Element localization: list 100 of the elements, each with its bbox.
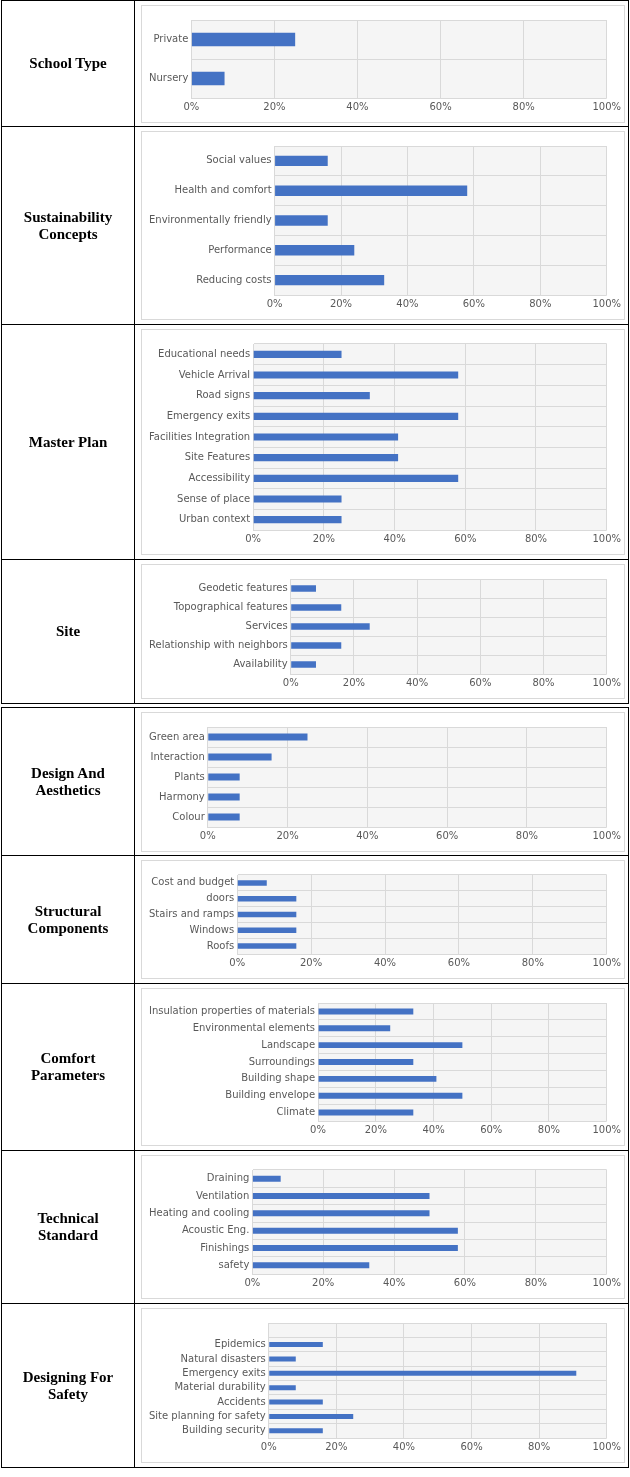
y-tick-label: Heating and cooling (148, 1206, 250, 1218)
x-tick-label: 80% (527, 1440, 551, 1452)
y-tick-label: Ventilation (196, 1189, 250, 1201)
x-tick-label: 0% (229, 956, 246, 968)
x-tick-label: 60% (454, 532, 477, 544)
y-tick-label: Emergency exits (182, 1366, 266, 1378)
x-tick-label: 80% (524, 532, 548, 544)
bar (318, 1008, 414, 1015)
y-tick-label: Road signs (195, 389, 251, 401)
text: School Type (2, 1, 135, 126)
bar (291, 661, 316, 668)
y-tick-label: Site planning for safety (148, 1410, 266, 1422)
y-tick-label: Plants (174, 770, 205, 782)
y-tick-label: Roofs (206, 939, 235, 951)
x-tick-label: 0% (199, 829, 216, 841)
bar (252, 1244, 458, 1252)
bar (291, 642, 342, 649)
x-tick-label: 80% (537, 1123, 561, 1135)
y-tick-label: Facilities Integration (149, 430, 251, 442)
y-tick-label: Educational needs (158, 347, 251, 359)
bar (269, 1385, 296, 1391)
x-tick-label: 60% (436, 829, 459, 841)
x-tick-label: 100% (592, 532, 621, 544)
bar (269, 1370, 577, 1376)
bar (252, 1227, 458, 1234)
bar (252, 1175, 281, 1182)
y-tick-label: Sense of place (177, 492, 251, 504)
x-tick-label: 100% (592, 829, 621, 841)
bar (275, 245, 355, 256)
bar (208, 733, 308, 741)
x-tick-label: 20% (329, 297, 353, 309)
y-tick-label: Natural disasters (180, 1352, 266, 1364)
x-tick-label: 40% (373, 956, 397, 968)
y-tick-label: Green area (149, 730, 205, 742)
text: Technical Standard (2, 1151, 135, 1303)
x-tick-label: 20% (312, 1276, 335, 1288)
y-tick-label: Building security (182, 1424, 266, 1436)
y-tick-label: Availability (233, 658, 288, 670)
x-tick-label: 100% (592, 956, 621, 968)
x-tick-label: 100% (592, 1123, 621, 1135)
y-tick-label: Environmentally friendly (149, 214, 272, 226)
y-tick-label: Epidemics (214, 1338, 266, 1350)
y-tick-label: safety (218, 1258, 250, 1270)
x-tick-label: 100% (592, 1440, 621, 1452)
text: Designing For Safety (2, 1304, 135, 1467)
bar (291, 623, 370, 630)
bar (253, 495, 342, 503)
x-tick-label: 40% (356, 829, 379, 841)
x-tick-label: 40% (405, 676, 429, 688)
y-tick-label: Accidents (217, 1395, 266, 1407)
x-tick-label: 40% (346, 100, 369, 112)
y-tick-label: Acoustic Eng. (181, 1224, 250, 1236)
y-tick-label: Stairs and ramps (148, 908, 235, 920)
x-tick-label: 40% (392, 1440, 416, 1452)
y-tick-label: Performance (208, 243, 272, 255)
bar (253, 454, 399, 462)
y-tick-label: Insulation properties of materials (148, 1005, 316, 1017)
bar (318, 1109, 414, 1116)
y-tick-label: Nursery (148, 72, 189, 84)
bar (253, 371, 459, 379)
x-tick-label: 20% (263, 100, 286, 112)
text: Master Plan (2, 325, 135, 559)
y-tick-label: Private (153, 33, 189, 45)
x-tick-label: 60% (469, 676, 492, 688)
y-tick-label: Building envelope (225, 1089, 316, 1101)
text: Design And Aesthetics (2, 708, 135, 855)
x-tick-label: 0% (260, 1440, 277, 1452)
x-tick-label: 0% (183, 100, 200, 112)
bar (318, 1025, 391, 1032)
y-tick-label: Building shape (241, 1072, 316, 1084)
y-tick-label: Social values (206, 154, 272, 166)
x-tick-label: 80% (512, 100, 535, 112)
bar (269, 1399, 323, 1405)
bar (269, 1413, 354, 1419)
text: Comfort Parameters (2, 984, 135, 1150)
y-tick-label: Material durability (174, 1381, 266, 1393)
bar (253, 433, 399, 441)
bar (269, 1428, 323, 1434)
bar (275, 185, 468, 196)
x-tick-label: 80% (524, 1276, 547, 1288)
bar (291, 585, 316, 592)
y-tick-label: Urban context (179, 513, 251, 525)
y-tick-label: Topographical features (172, 601, 288, 613)
text: Site (2, 560, 135, 703)
y-tick-label: Geodetic features (198, 582, 288, 594)
x-tick-label: 60% (480, 1123, 503, 1135)
x-tick-label: 40% (396, 297, 419, 309)
bar (253, 350, 342, 358)
y-tick-label: Landscape (261, 1038, 316, 1050)
y-tick-label: Windows (189, 923, 235, 935)
y-tick-label: Climate (276, 1106, 316, 1118)
y-tick-label: doors (206, 892, 235, 904)
y-tick-label: Services (245, 620, 288, 632)
x-tick-label: 80% (521, 956, 544, 968)
x-tick-label: 20% (325, 1440, 348, 1452)
x-tick-label: 20% (299, 956, 323, 968)
x-tick-label: 80% (532, 676, 555, 688)
x-tick-label: 20% (276, 829, 299, 841)
y-tick-label: Colour (172, 810, 206, 822)
y-tick-label: Surroundings (248, 1055, 316, 1067)
